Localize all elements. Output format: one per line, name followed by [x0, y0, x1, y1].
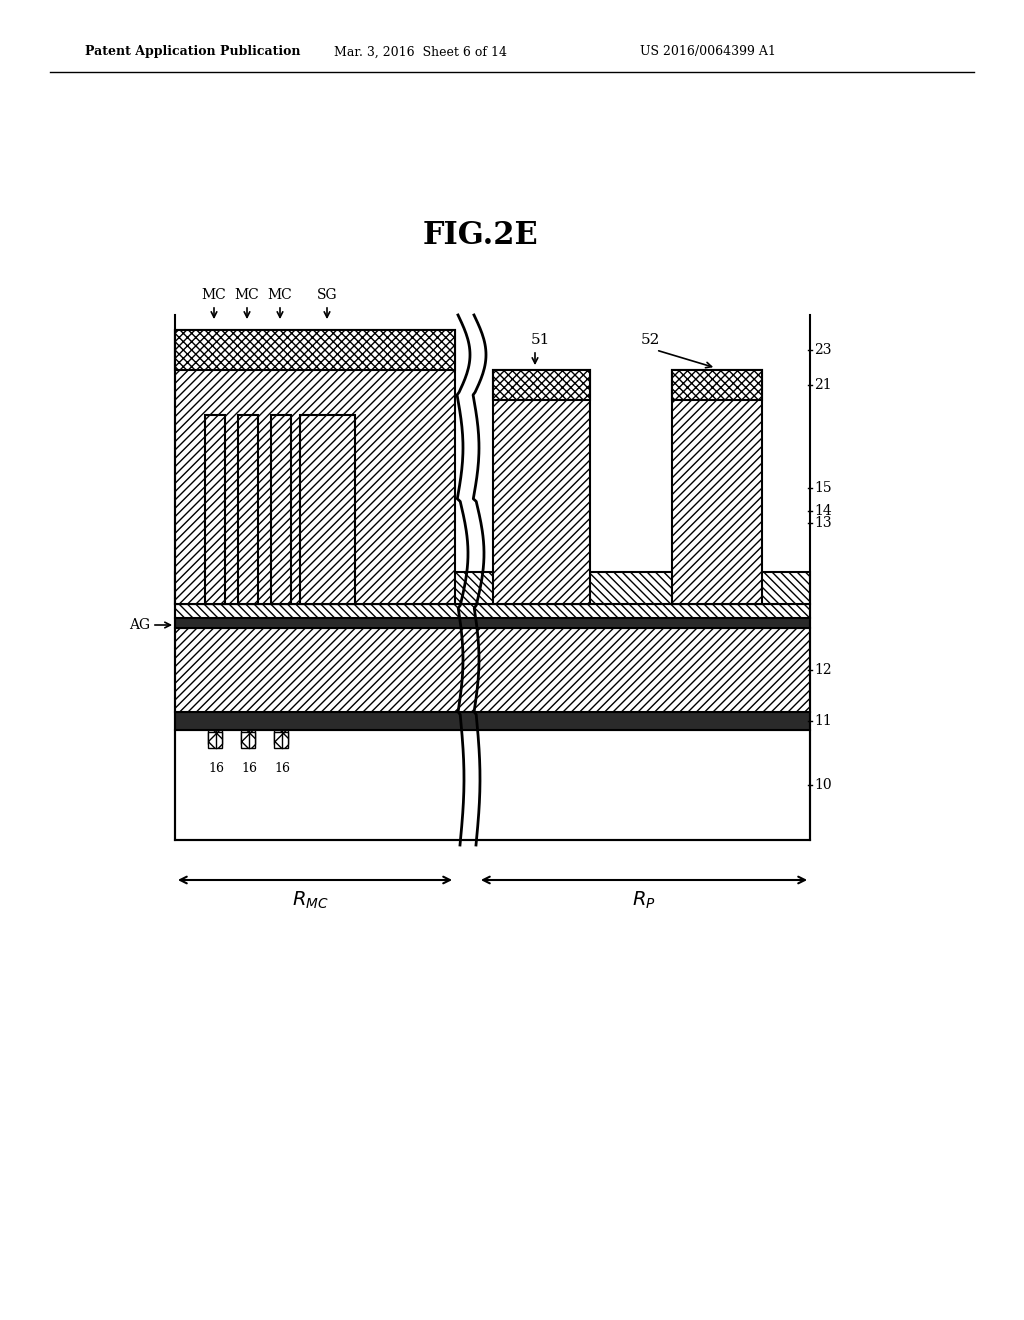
Bar	[241, 730, 255, 744]
Text: 16: 16	[208, 762, 224, 775]
Bar	[175, 330, 455, 370]
Bar	[205, 414, 225, 605]
Text: US 2016/0064399 A1: US 2016/0064399 A1	[640, 45, 776, 58]
Bar	[175, 330, 455, 605]
Text: MC: MC	[234, 288, 259, 302]
Bar	[175, 730, 810, 840]
Bar	[672, 370, 762, 605]
Text: Mar. 3, 2016  Sheet 6 of 14: Mar. 3, 2016 Sheet 6 of 14	[334, 45, 507, 58]
Text: 51: 51	[530, 333, 550, 347]
Bar	[271, 414, 291, 605]
Bar	[175, 628, 810, 711]
Text: 21: 21	[814, 378, 831, 392]
Text: $R_{P}$: $R_{P}$	[632, 890, 655, 911]
Text: 16: 16	[274, 762, 290, 775]
Text: 13a: 13a	[415, 433, 441, 447]
Text: 16: 16	[241, 762, 257, 775]
Bar	[241, 733, 255, 748]
Bar	[300, 414, 355, 605]
Text: AG: AG	[129, 618, 150, 632]
Bar	[672, 370, 762, 400]
Text: MC: MC	[202, 288, 226, 302]
Bar	[208, 733, 222, 748]
Text: 15: 15	[814, 480, 831, 495]
Bar	[493, 370, 590, 400]
Text: FIG.2E: FIG.2E	[422, 219, 538, 251]
Bar	[238, 414, 258, 605]
Text: 22: 22	[411, 491, 430, 506]
Bar	[274, 730, 288, 744]
Bar	[493, 370, 590, 605]
Text: MC: MC	[267, 288, 293, 302]
Text: 52: 52	[640, 333, 659, 347]
Text: 13: 13	[814, 516, 831, 531]
Text: $R_{MC}$: $R_{MC}$	[292, 890, 329, 911]
Text: 14: 14	[814, 504, 831, 517]
Text: 11: 11	[814, 714, 831, 729]
Bar	[175, 605, 810, 618]
Bar	[274, 733, 288, 748]
Text: 10: 10	[814, 777, 831, 792]
Text: SG: SG	[316, 288, 337, 302]
Bar	[175, 618, 810, 628]
Text: Patent Application Publication: Patent Application Publication	[85, 45, 300, 58]
Bar	[175, 572, 810, 605]
Text: 23: 23	[814, 343, 831, 356]
Bar	[175, 711, 810, 730]
Text: 12: 12	[814, 663, 831, 677]
Bar	[208, 730, 222, 744]
